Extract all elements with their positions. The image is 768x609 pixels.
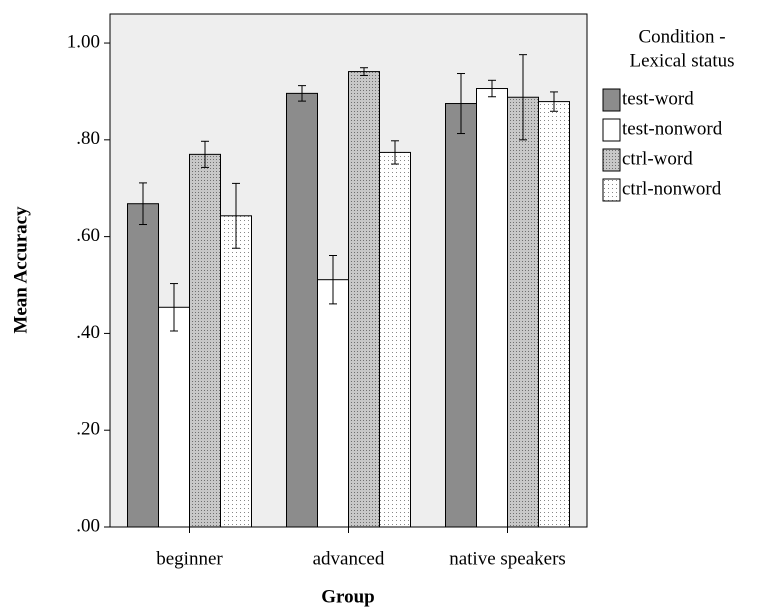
error-bar	[488, 79, 496, 98]
error-bar	[391, 140, 399, 165]
bar	[445, 103, 477, 528]
bar	[158, 306, 190, 528]
error-bar	[139, 182, 147, 226]
y-tick-label: 1.00	[67, 31, 100, 52]
error-bar	[298, 85, 306, 102]
y-axis-label: Mean Accuracy	[10, 206, 31, 334]
legend-title: Lexical status	[630, 50, 735, 71]
error-bar	[232, 182, 240, 249]
y-tick-label: .40	[76, 322, 100, 343]
y-tick-label: .60	[76, 225, 100, 246]
bar	[348, 71, 380, 528]
error-bar	[457, 73, 465, 135]
bar	[538, 101, 570, 528]
bar	[127, 203, 159, 528]
error-bar	[550, 91, 558, 112]
bar	[220, 215, 252, 528]
x-tick-label: beginner	[156, 548, 223, 569]
legend-swatch	[602, 178, 621, 202]
legend-label: ctrl-word	[622, 148, 693, 169]
x-tick-label: native speakers	[449, 548, 566, 569]
bar	[286, 92, 318, 528]
y-tick-label: .00	[76, 515, 100, 536]
legend-label: test-word	[622, 88, 694, 109]
bar	[507, 96, 539, 528]
y-tick-label: .20	[76, 419, 100, 440]
legend-swatch	[602, 88, 621, 112]
bar	[379, 151, 411, 528]
error-bar	[201, 140, 209, 168]
x-axis-label: Group	[321, 586, 375, 607]
y-tick-label: .80	[76, 128, 100, 149]
legend-label: ctrl-nonword	[622, 178, 722, 199]
error-bar	[519, 54, 527, 141]
error-bar	[360, 67, 368, 76]
bar	[476, 88, 508, 528]
legend-swatch	[602, 148, 621, 172]
bar	[189, 153, 221, 528]
error-bar	[329, 254, 337, 305]
legend-title: Condition -	[638, 26, 725, 47]
x-tick-label: advanced	[313, 548, 385, 569]
legend-swatch	[602, 118, 621, 142]
error-bar	[170, 283, 178, 332]
bar	[317, 279, 349, 528]
legend-label: test-nonword	[622, 118, 723, 139]
